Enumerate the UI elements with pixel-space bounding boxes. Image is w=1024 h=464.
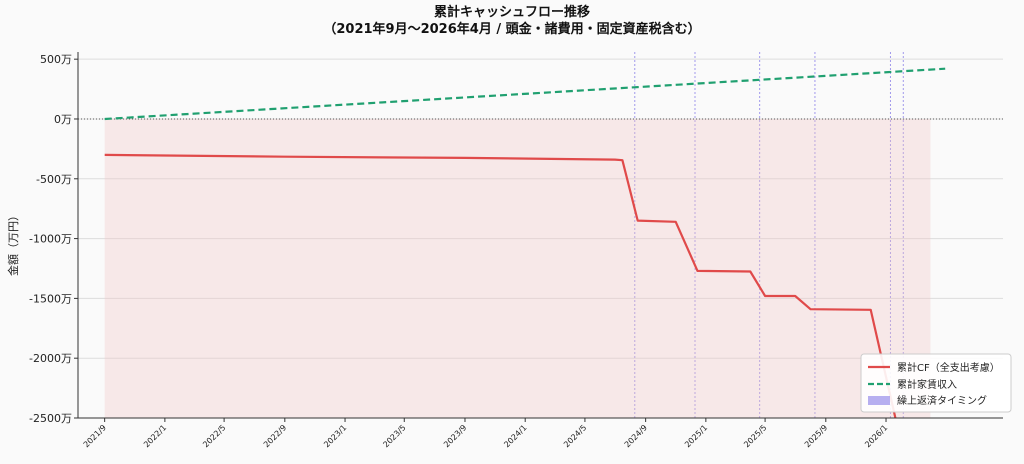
- x-tick-label: 2025/1: [683, 423, 709, 449]
- x-tick-label: 2022/1: [142, 423, 168, 449]
- cf-fill: [104, 118, 931, 418]
- x-tick-label: 2021/9: [82, 423, 108, 449]
- y-tick-label: 500万: [40, 53, 72, 66]
- legend-label-rent: 累計家賃収入: [897, 378, 957, 391]
- x-tick-label: 2024/9: [623, 423, 649, 449]
- y-tick-label: -1000万: [29, 233, 72, 246]
- chart-subtitle: （2021年9月〜2026年4月 / 頭金・諸費用・固定資産税含む）: [323, 21, 700, 37]
- x-tick-label: 2024/1: [502, 423, 528, 449]
- x-tick-label: 2023/5: [381, 423, 407, 449]
- y-tick-label: -2500万: [29, 412, 72, 425]
- y-tick-label: 0万: [54, 113, 72, 126]
- y-tick-labels: 500万 0万 -500万 -1000万 -1500万 -2000万 -2500万: [29, 53, 72, 425]
- x-tick-label: 2025/9: [803, 423, 829, 449]
- chart-title: 累計キャッシュフロー推移: [434, 4, 590, 20]
- series-line-cf: [104, 153, 897, 419]
- x-tick-label: 2024/5: [562, 423, 588, 449]
- y-tick-label: -500万: [36, 173, 72, 186]
- axes: [74, 52, 1003, 422]
- x-tick-label: 2022/5: [201, 423, 227, 449]
- legend: 累計CF（全支出考慮） 累計家賃収入 繰上返済タイミング: [860, 353, 1012, 413]
- x-tick-labels: 2021/9 2022/1 2022/5 2022/9 2023/1 2023/5 2023…: [82, 423, 890, 449]
- series-lines: [104, 67, 946, 419]
- y-tick-label: -1500万: [29, 292, 72, 305]
- x-tick-label: 2026/1: [863, 423, 889, 449]
- series-line-rent: [104, 67, 946, 121]
- cf-fill-area: [104, 118, 931, 418]
- legend-label-cf: 累計CF（全支出考慮）: [897, 361, 1000, 374]
- legend-box: [860, 353, 1012, 413]
- y-tick-label: -2000万: [29, 352, 72, 365]
- legend-swatch-prepayment: [868, 396, 890, 405]
- x-tick-label: 2025/5: [742, 423, 768, 449]
- x-tick-label: 2023/9: [442, 423, 468, 449]
- x-tick-label: 2023/1: [322, 423, 348, 449]
- y-axis-label: 金額（万円）: [6, 210, 20, 276]
- legend-label-prepayment: 繰上返済タイミング: [897, 394, 987, 407]
- x-tick-label: 2022/9: [262, 423, 288, 449]
